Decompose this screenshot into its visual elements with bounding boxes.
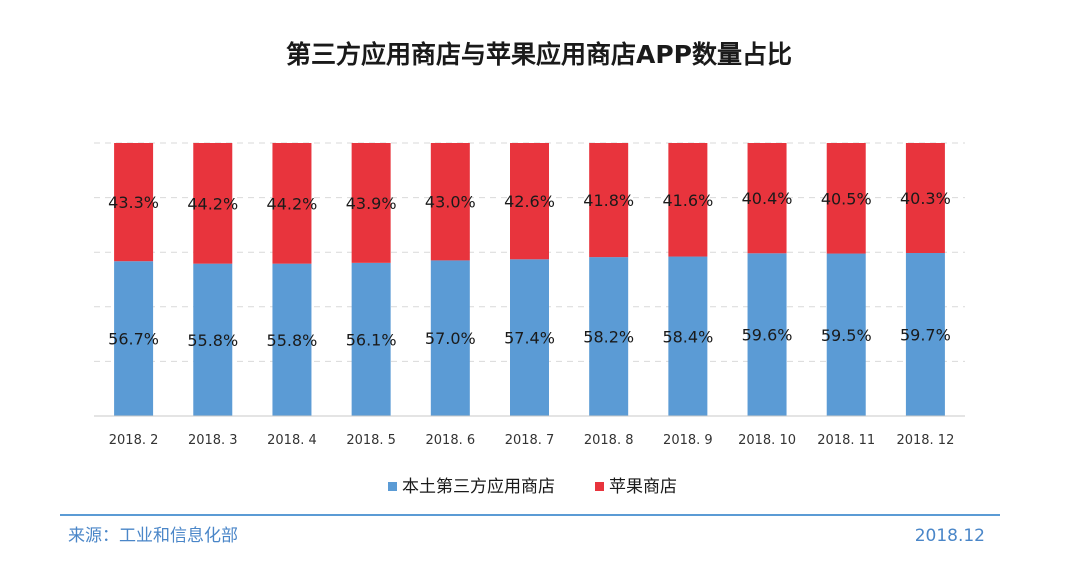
chart-title: 第三方应用商店与苹果应用商店APP数量占比 [286, 40, 792, 69]
bar-apple-store-8 [668, 143, 708, 257]
data-label-apple-store-9: 40.4% [742, 189, 793, 208]
bar-local-stores-11 [905, 253, 945, 416]
data-label-local-stores-11: 59.7% [900, 326, 951, 345]
bar-apple-store-10 [826, 143, 866, 254]
x-tick-label-11: 2018. 12 [896, 433, 954, 448]
data-label-apple-store-3: 44.2% [267, 194, 318, 213]
data-label-local-stores-5: 57.0% [425, 329, 476, 348]
x-tick-label-6: 2018. 7 [505, 433, 555, 448]
data-label-apple-store-8: 41.6% [662, 191, 713, 210]
x-tick-label-10: 2018. 11 [817, 433, 875, 448]
data-label-local-stores-10: 59.5% [821, 326, 872, 345]
bar-apple-store-4 [351, 143, 391, 263]
data-label-apple-store-1: 43.3% [108, 193, 159, 212]
bar-local-stores-1 [114, 261, 154, 416]
data-label-apple-store-2: 44.2% [187, 194, 238, 213]
x-tick-label-3: 2018. 4 [267, 433, 317, 448]
data-label-local-stores-7: 58.2% [583, 328, 634, 347]
x-axis-tick-labels: 2018. 2 2018. 3 2018. 4 2018. 5 2018. 6 2018.… [109, 433, 955, 448]
bar-local-stores-3 [272, 263, 312, 416]
data-label-local-stores-9: 59.6% [742, 326, 793, 345]
bar-local-stores-5 [430, 260, 470, 416]
x-tick-label-7: 2018. 8 [584, 433, 634, 448]
bar-local-stores-6 [510, 259, 549, 416]
data-label-apple-store-4: 43.9% [346, 194, 397, 213]
x-tick-label-4: 2018. 5 [346, 433, 396, 448]
bar-apple-store-5 [430, 143, 470, 261]
data-label-local-stores-8: 58.4% [662, 327, 713, 346]
x-tick-label-2: 2018. 3 [188, 433, 238, 448]
footer-source: 来源：工业和信息化部 [68, 526, 238, 546]
data-label-local-stores-1: 56.7% [108, 330, 159, 349]
legend-swatch-apple-store [595, 482, 604, 491]
bar-apple-store-2 [193, 143, 233, 264]
data-label-local-stores-6: 57.4% [504, 329, 555, 348]
bar-local-stores-7 [589, 257, 629, 416]
bar-apple-store-3 [272, 143, 312, 264]
data-labels: 56.7% 43.3% 55.8% 44.2% 55.8% 44.2% 56.1% 43.9%… [108, 189, 951, 350]
data-label-local-stores-2: 55.8% [187, 331, 238, 350]
bar-apple-store-1 [114, 143, 154, 262]
data-label-local-stores-4: 56.1% [346, 330, 397, 349]
gridlines [94, 142, 965, 362]
x-tick-label-1: 2018. 2 [109, 433, 159, 448]
bars [114, 143, 945, 416]
bar-local-stores-4 [351, 262, 391, 416]
legend-swatch-local-stores [388, 482, 397, 491]
x-tick-label-5: 2018. 6 [426, 433, 476, 448]
bar-local-stores-9 [747, 253, 787, 416]
data-label-apple-store-10: 40.5% [821, 189, 872, 208]
x-tick-label-8: 2018. 9 [663, 433, 713, 448]
bar-apple-store-7 [589, 143, 629, 258]
bar-local-stores-8 [668, 256, 708, 416]
bar-apple-store-11 [905, 143, 945, 254]
bar-local-stores-2 [193, 263, 233, 416]
data-label-apple-store-7: 41.8% [583, 191, 634, 210]
data-label-apple-store-11: 40.3% [900, 189, 951, 208]
data-label-apple-store-5: 43.0% [425, 193, 476, 212]
x-tick-label-9: 2018. 10 [738, 433, 796, 448]
data-label-local-stores-3: 55.8% [267, 331, 318, 350]
bar-apple-store-9 [747, 143, 787, 254]
legend-label-apple-store: 苹果商店 [609, 477, 677, 497]
bar-local-stores-10 [826, 253, 866, 416]
footer-date: 2018.12 [915, 526, 985, 546]
legend: 本土第三方应用商店 苹果商店 [388, 477, 677, 497]
data-label-apple-store-6: 42.6% [504, 192, 555, 211]
bar-apple-store-6 [510, 143, 549, 260]
legend-label-local-stores: 本土第三方应用商店 [402, 477, 555, 497]
